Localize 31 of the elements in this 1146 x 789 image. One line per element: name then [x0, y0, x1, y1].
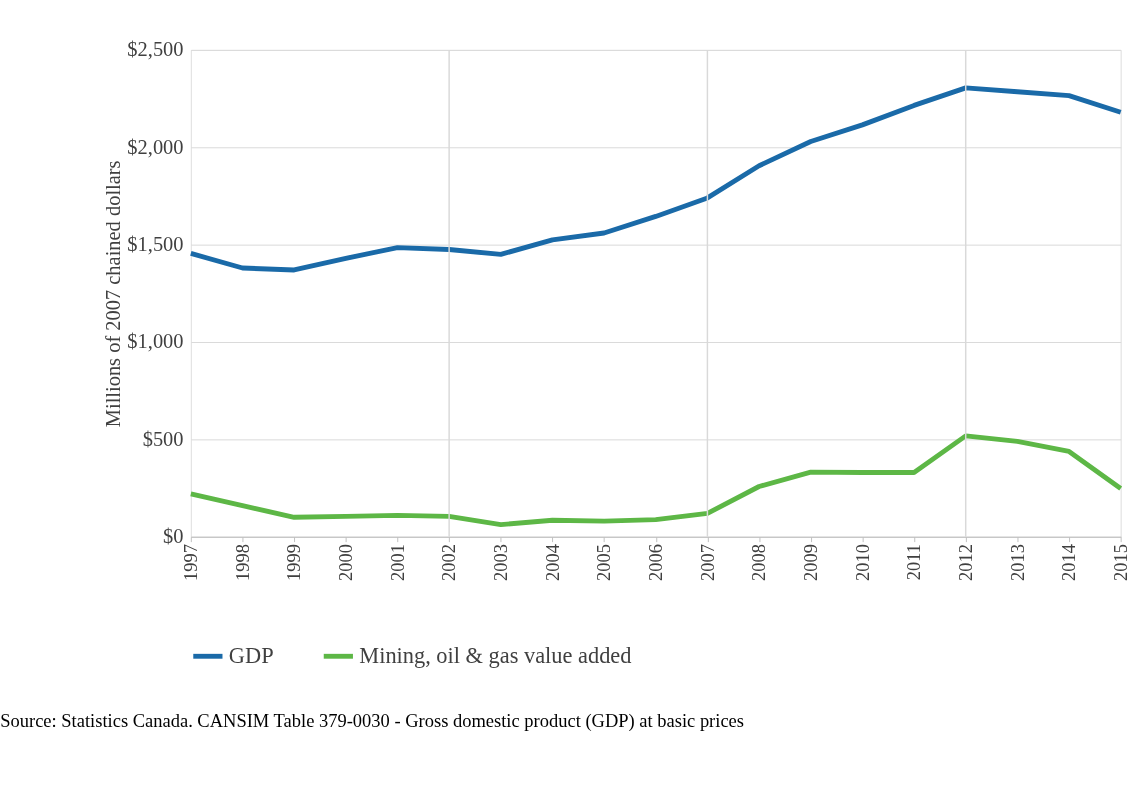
y-axis-title: Millions of 2007 chained dollars: [101, 160, 124, 428]
x-tick-label: 2002: [439, 544, 460, 582]
x-tick-label: 2011: [904, 544, 925, 581]
legend-label: GDP: [228, 643, 274, 669]
x-tick-label: 1998: [232, 544, 253, 582]
x-tick-label: 2010: [852, 544, 873, 582]
x-tick-label: 2015: [1111, 544, 1132, 582]
y-tick-label: $2,500: [127, 38, 184, 61]
y-tick-label: $0: [163, 525, 184, 548]
y-tick-label: $1,000: [127, 330, 184, 353]
legend-label: Mining, oil & gas value added: [359, 643, 632, 669]
x-tick-label: 2000: [336, 544, 357, 582]
x-tick-label: 2003: [491, 544, 512, 582]
x-tick-label: 1999: [284, 544, 305, 582]
x-tick-label: 2005: [594, 544, 615, 582]
x-tick-label: 2001: [387, 544, 408, 582]
x-tick-label: 2009: [801, 544, 822, 582]
x-tick-label: 2008: [749, 544, 770, 582]
x-tick-label: 2012: [956, 544, 977, 582]
x-tick-label: 2013: [1007, 544, 1028, 582]
x-tick-label: 1997: [181, 544, 202, 582]
source-note: Source: Statistics Canada. CANSIM Table 379-0030 - Gross domestic product (GDP) at basic prices: [0, 710, 745, 732]
x-tick-label: 2007: [697, 544, 718, 582]
y-tick-label: $2,000: [127, 135, 184, 158]
line-series: [188, 433, 1124, 528]
line-series: [188, 85, 1124, 273]
y-tick-label: $500: [142, 427, 184, 450]
x-tick-label: 2006: [646, 544, 667, 582]
y-tick-label: $1,500: [127, 232, 184, 255]
x-tick-label: 2014: [1059, 544, 1080, 582]
x-tick-label: 2004: [542, 544, 563, 582]
